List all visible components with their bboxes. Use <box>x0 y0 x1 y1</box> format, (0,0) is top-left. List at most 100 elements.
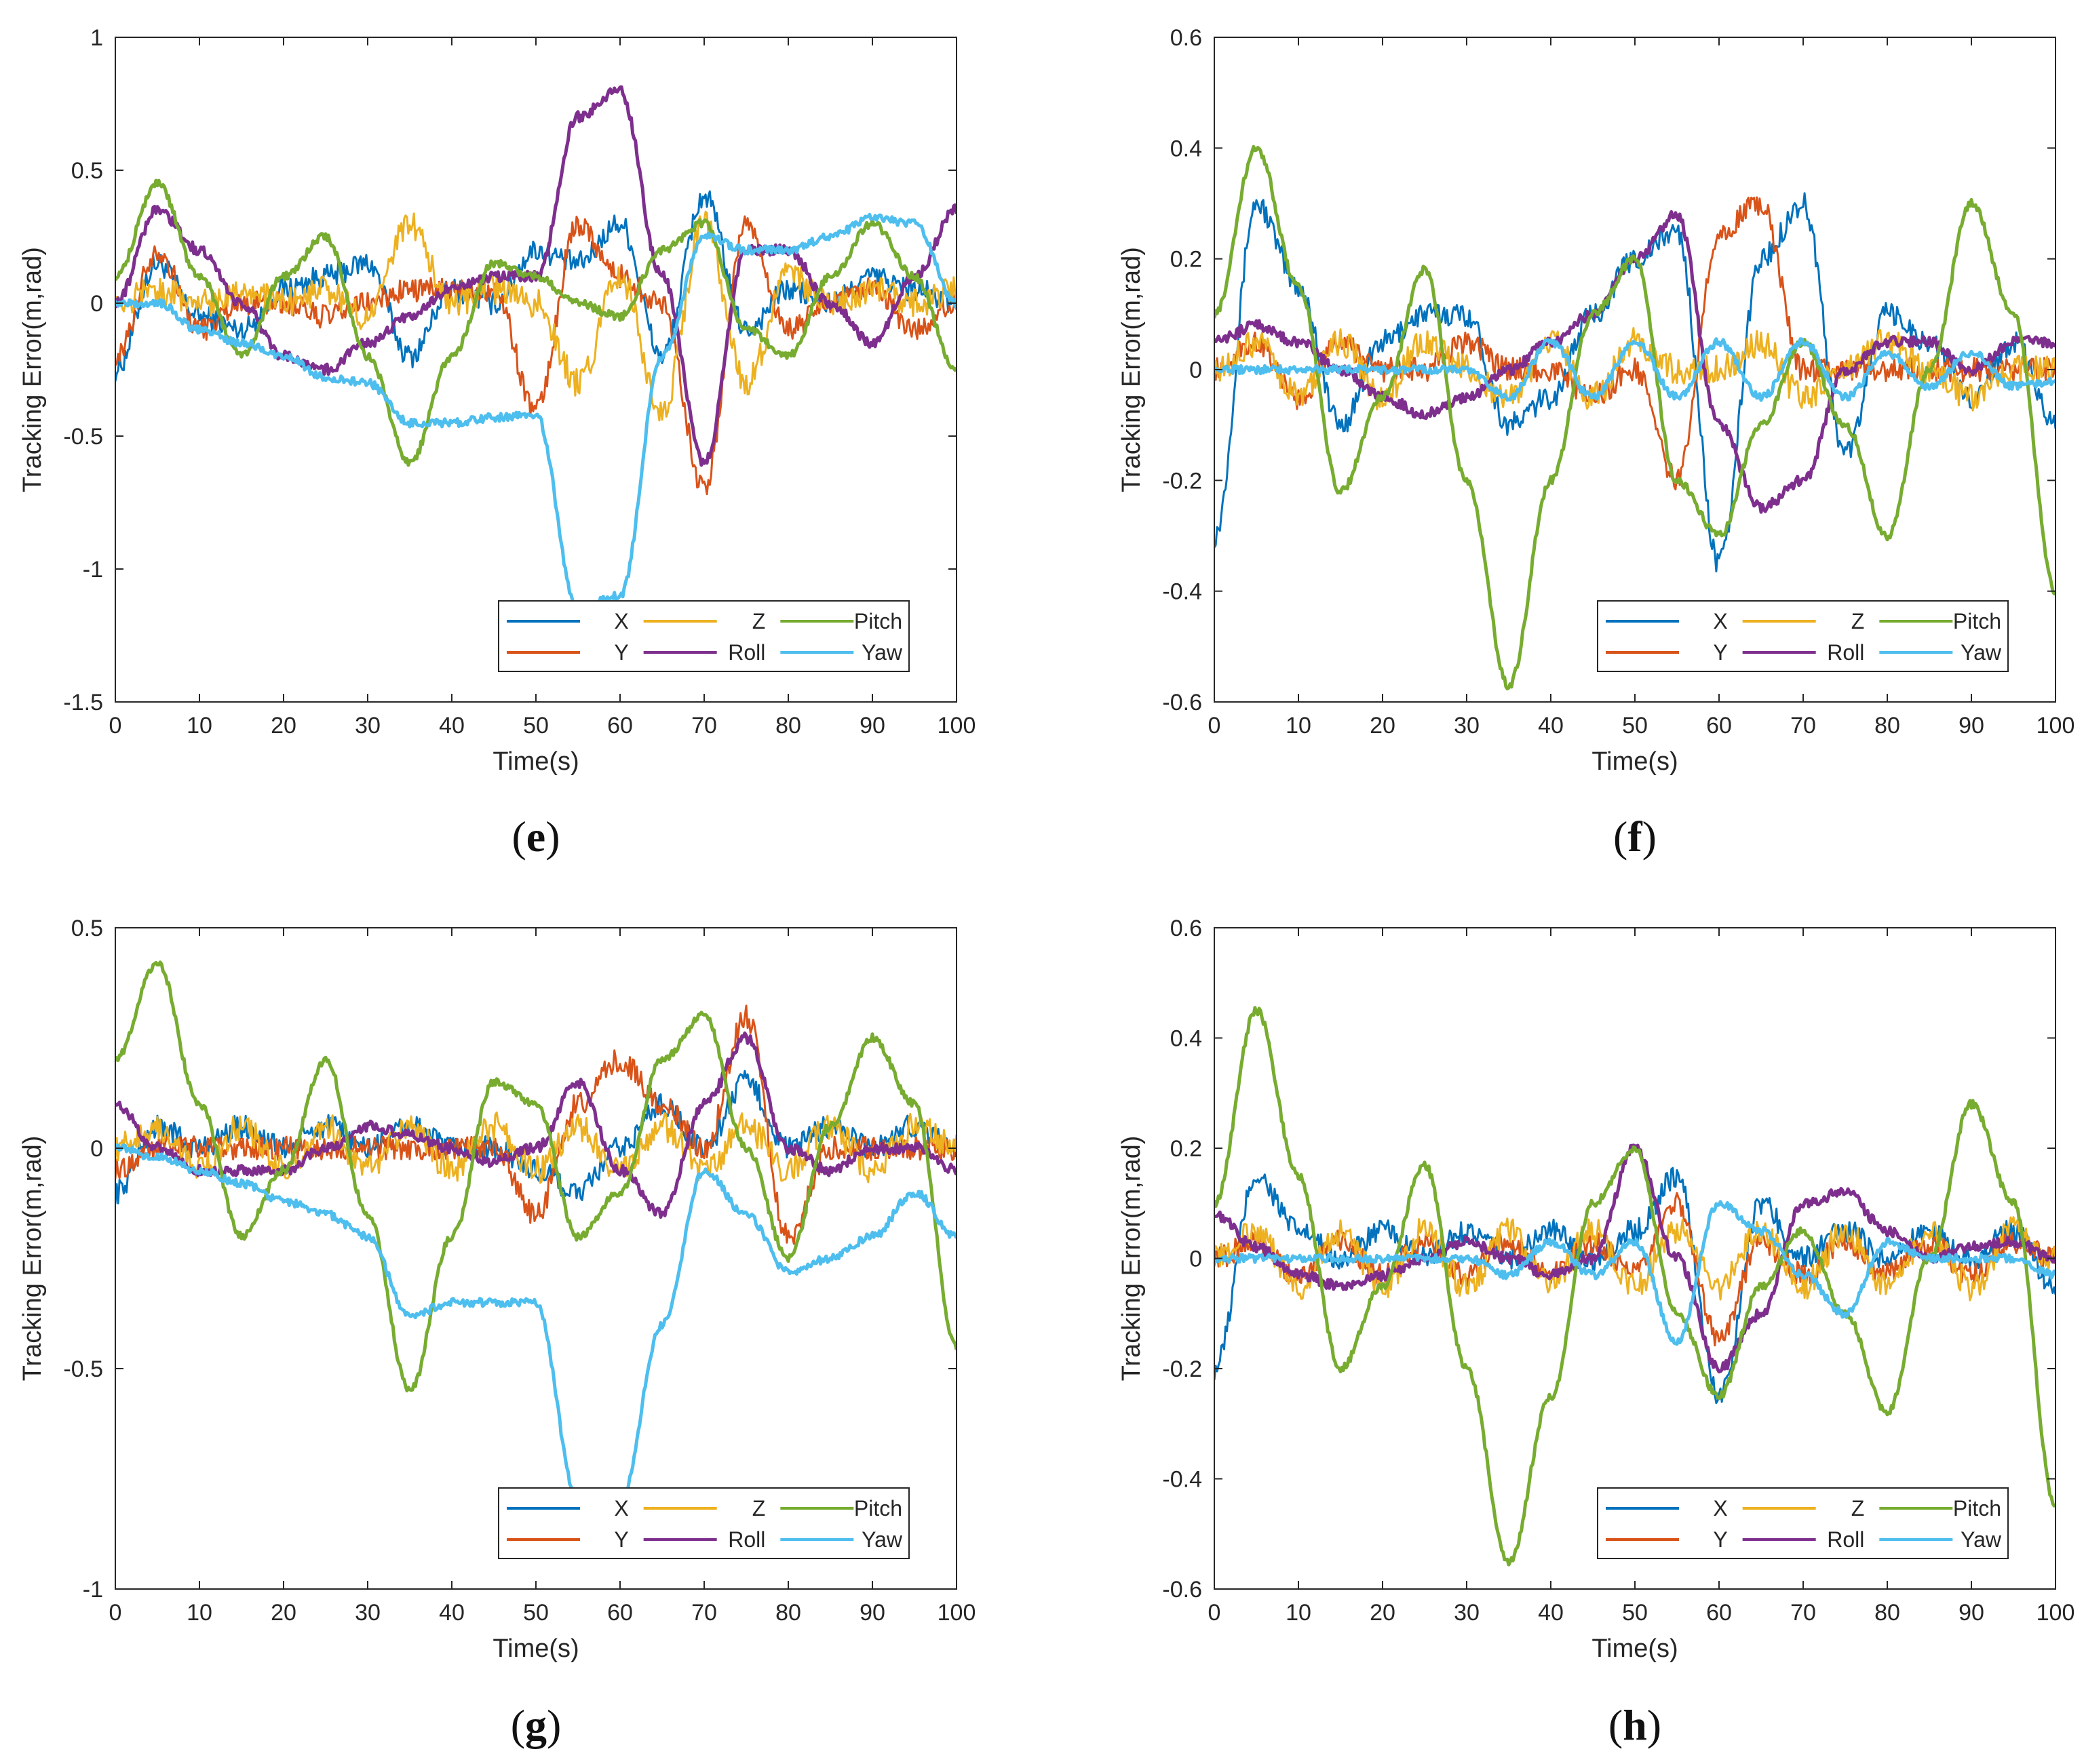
x-axis-label: Time(s) <box>493 747 579 776</box>
y-tick-label: -0.2 <box>1162 1356 1202 1382</box>
legend-label-y: Y <box>1713 640 1727 665</box>
legend-label-y: Y <box>1713 1527 1727 1552</box>
x-tick-label: 50 <box>523 713 549 739</box>
x-tick-label: 0 <box>109 1600 122 1626</box>
y-tick-label: 0 <box>90 291 103 317</box>
series-line-yaw <box>1214 337 2056 402</box>
legend-label-yaw: Yaw <box>862 1527 903 1552</box>
x-tick-label: 50 <box>1622 713 1648 739</box>
x-tick-label: 10 <box>1286 1600 1311 1626</box>
panel-caption: (e) <box>512 812 560 861</box>
legend: X Z Pitch Y Roll Yaw <box>498 600 910 672</box>
plot-area <box>115 37 957 702</box>
x-tick-label: 20 <box>271 713 296 739</box>
legend-label-x: X <box>1713 609 1727 633</box>
y-tick-label: 1 <box>90 25 103 51</box>
x-tick-label: 100 <box>938 713 976 739</box>
x-tick-label: 40 <box>1538 1600 1564 1626</box>
series-line-pitch <box>1214 1006 2056 1567</box>
legend-label-roll: Roll <box>728 640 765 665</box>
y-tick-label: -0.5 <box>63 424 103 450</box>
legend-label-x: X <box>614 609 628 633</box>
x-tick-label: 60 <box>1706 713 1732 739</box>
x-axis-label: Time(s) <box>1591 747 1678 776</box>
x-tick-label: 50 <box>523 1600 549 1626</box>
series-group <box>1214 1006 2056 1567</box>
y-tick-label: -1 <box>83 557 103 583</box>
y-tick-label: 0.6 <box>1170 916 1202 941</box>
panel-h: 0 10 20 30 40 50 60 70 80 90 100 -0.6 -0.4 -0.2 0 0.2 0.… <box>1117 916 2075 1749</box>
panel-f: 0 10 20 30 40 50 60 70 80 90 100 -0.6 -0.4 -0.2 0 0.2 0.… <box>1117 25 2075 861</box>
x-tick-label: 60 <box>607 1600 633 1626</box>
y-axis-label: Tracking Error(m,rad) <box>18 247 47 492</box>
x-tick-label: 70 <box>691 713 717 739</box>
legend-box <box>1597 600 2009 672</box>
y-tick-label: 0.5 <box>71 916 103 941</box>
y-tick-label: -0.4 <box>1162 1467 1202 1493</box>
y-tick-label: 0.6 <box>1170 25 1202 51</box>
y-tick-label: -1.5 <box>63 690 103 716</box>
series-line-x <box>1214 192 2056 572</box>
panel-caption: (f) <box>1613 812 1657 861</box>
x-tick-label: 90 <box>860 713 885 739</box>
legend-box <box>1597 1487 2009 1559</box>
series-line-yaw <box>115 212 957 613</box>
y-tick-label: -0.6 <box>1162 690 1202 716</box>
x-tick-label: 50 <box>1622 1600 1648 1626</box>
x-tick-label: 100 <box>938 1600 976 1626</box>
x-tick-label: 30 <box>1454 713 1480 739</box>
legend: X Z Pitch Y Roll Yaw <box>1597 600 2009 672</box>
x-tick-label: 40 <box>1538 713 1564 739</box>
x-tick-label: 30 <box>1454 1600 1480 1626</box>
x-tick-label: 80 <box>775 713 801 739</box>
x-tick-label: 30 <box>355 1600 381 1626</box>
legend-label-pitch: Pitch <box>1953 1496 2001 1521</box>
legend-label-z: Z <box>752 609 766 633</box>
x-tick-label: 60 <box>1706 1600 1732 1626</box>
legend-box <box>498 1487 910 1559</box>
x-tick-label: 80 <box>1874 713 1900 739</box>
x-tick-label: 70 <box>691 1600 717 1626</box>
x-tick-label: 0 <box>1208 713 1221 739</box>
x-tick-label: 10 <box>187 1600 212 1626</box>
legend: X Z Pitch Y Roll Yaw <box>498 1487 910 1559</box>
y-tick-label: -1 <box>83 1577 103 1603</box>
x-tick-label: 90 <box>1958 713 1984 739</box>
y-tick-label: 0.5 <box>71 158 103 184</box>
series-line-pitch <box>115 960 957 1393</box>
legend-box <box>498 600 910 672</box>
x-axis-label: Time(s) <box>493 1634 579 1663</box>
x-tick-label: 20 <box>1370 1600 1395 1626</box>
series-line-pitch <box>1214 144 2056 690</box>
legend-label-roll: Roll <box>1827 640 1864 665</box>
series-line-y <box>115 215 957 496</box>
x-tick-label: 90 <box>1958 1600 1984 1626</box>
series-line-yaw <box>115 1143 957 1506</box>
y-tick-label: 0 <box>1189 357 1202 383</box>
y-tick-label: -0.6 <box>1162 1577 1202 1603</box>
legend-label-yaw: Yaw <box>1961 1527 2002 1552</box>
y-tick-label: 0 <box>1189 1247 1202 1272</box>
x-tick-label: 90 <box>860 1600 885 1626</box>
legend-label-pitch: Pitch <box>854 609 902 633</box>
legend-label-z: Z <box>752 1496 766 1521</box>
x-tick-label: 0 <box>1208 1600 1221 1626</box>
x-tick-label: 80 <box>775 1600 801 1626</box>
y-tick-label: -0.4 <box>1162 579 1202 605</box>
series-group <box>1214 144 2056 690</box>
x-tick-label: 40 <box>439 1600 465 1626</box>
legend-label-roll: Roll <box>728 1527 765 1552</box>
series-line-roll <box>115 85 957 467</box>
series-line-z <box>115 1111 957 1184</box>
series-group <box>115 960 957 1506</box>
series-line-yaw <box>1214 1200 2056 1346</box>
x-tick-label: 80 <box>1874 1600 1900 1626</box>
y-tick-label: 0.2 <box>1170 1136 1202 1162</box>
legend-label-yaw: Yaw <box>862 640 903 665</box>
legend-label-pitch: Pitch <box>1953 609 2001 633</box>
x-tick-label: 70 <box>1790 1600 1816 1626</box>
x-tick-label: 70 <box>1790 713 1816 739</box>
panel-caption: (g) <box>511 1701 562 1749</box>
x-tick-label: 100 <box>2037 713 2075 739</box>
